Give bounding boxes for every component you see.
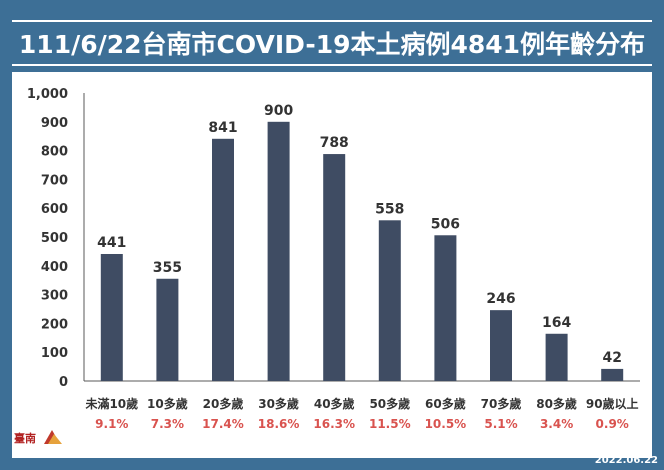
percentage-label: 5.1% (484, 417, 517, 431)
x-tick-label: 60多歲 (425, 396, 466, 411)
bar (490, 310, 512, 381)
bar-value-label: 788 (320, 135, 349, 151)
percentage-label: 0.9% (596, 417, 629, 431)
x-tick-label: 70多歲 (481, 396, 522, 411)
bar-value-label: 246 (486, 291, 515, 307)
y-tick-label: 400 (41, 260, 68, 275)
y-tick-label: 300 (41, 289, 68, 304)
x-tick-label: 10多歲 (147, 396, 188, 411)
y-tick-label: 800 (41, 145, 68, 160)
percentage-label: 7.3% (151, 417, 184, 431)
x-tick-label: 30多歲 (258, 396, 299, 411)
x-tick-label: 未滿10歲 (84, 396, 138, 411)
y-tick-label: 100 (41, 346, 68, 361)
bar-chart: 0 100 200 300 400 500 600 700 800 900 1,000 441 未滿10… (27, 87, 640, 431)
x-tick-label: 90歲以上 (586, 396, 639, 411)
bar (601, 368, 624, 381)
bar (267, 121, 290, 382)
percentage-label: 17.4% (202, 417, 244, 431)
x-tick-label: 20多歲 (203, 396, 244, 411)
percentage-label: 9.1% (95, 417, 128, 431)
bar-value-label: 42 (602, 350, 621, 366)
bar-value-label: 506 (431, 216, 460, 232)
logo-text: 臺南 (14, 431, 36, 445)
tainan-city-logo-icon: 臺南 (14, 430, 62, 445)
y-tick-label: 500 (41, 231, 68, 246)
chart-panel: 0 100 200 300 400 500 600 700 800 900 1,000 441 未滿10… (12, 72, 652, 458)
x-tick-label: 80多歲 (536, 396, 577, 411)
y-tick-label: 0 (59, 375, 68, 390)
bar (545, 333, 568, 381)
x-tick-label: 40多歲 (314, 396, 355, 411)
bar (100, 253, 123, 381)
percentage-label: 10.5% (425, 417, 467, 431)
chart-title-text: 111/6/22台南市COVID-19本土病例4841例年齡分布 (18, 30, 646, 59)
percentage-label: 3.4% (540, 417, 573, 431)
y-tick-label: 200 (41, 317, 68, 332)
y-tick-label: 700 (41, 173, 68, 188)
date-stamp: 2022.06.22 (594, 455, 658, 466)
bar-value-label: 164 (542, 315, 571, 331)
bar (434, 235, 457, 381)
percentage-label: 11.5% (369, 417, 411, 431)
bar (323, 154, 346, 381)
bar-value-label: 841 (208, 120, 237, 136)
bar-value-label: 355 (153, 260, 182, 276)
chart-title: 111/6/22台南市COVID-19本土病例4841例年齡分布 (12, 20, 652, 66)
y-tick-label: 900 (41, 116, 68, 131)
bar-value-label: 900 (264, 103, 293, 119)
y-tick-label: 600 (41, 202, 68, 217)
bar (378, 220, 401, 381)
bar-value-label: 441 (97, 235, 126, 251)
bar (156, 278, 179, 381)
bar-value-label: 558 (375, 201, 404, 217)
percentage-label: 16.3% (313, 417, 355, 431)
x-tick-label: 50多歲 (369, 396, 410, 411)
y-tick-label: 1,000 (27, 87, 68, 102)
bar (212, 138, 234, 381)
percentage-label: 18.6% (258, 417, 300, 431)
